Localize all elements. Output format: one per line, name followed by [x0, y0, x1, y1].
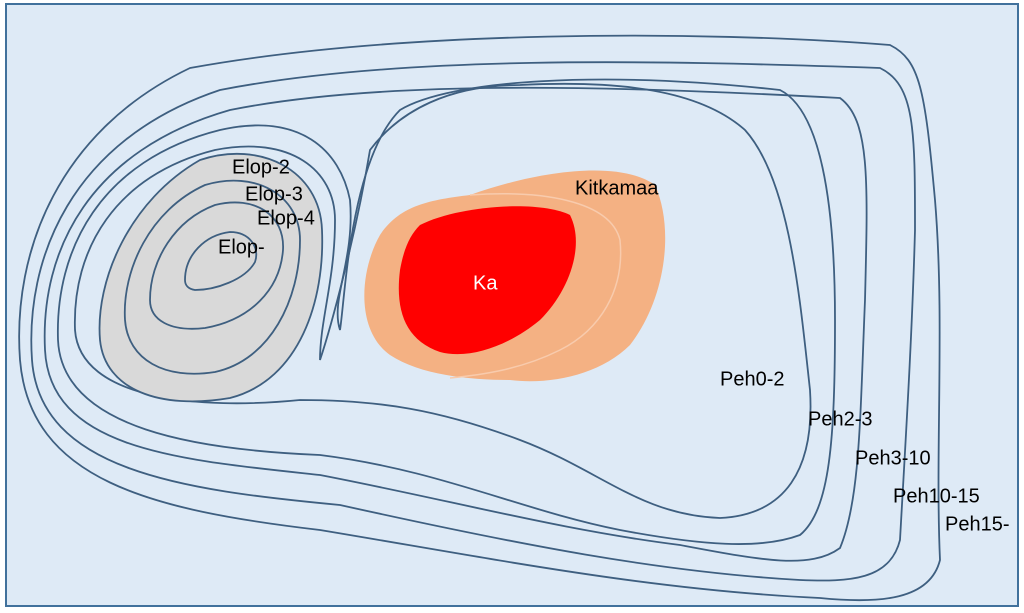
- label-peh10-15: Peh10-15: [893, 485, 980, 507]
- kitkamaa-edge: [449, 193, 622, 379]
- label-kitkamaa: Kitkamaa: [575, 177, 659, 199]
- label-peh15: Peh15-: [945, 513, 1010, 535]
- label-peh0-2: Peh0-2: [720, 368, 785, 390]
- contour-peh0-2: [74, 82, 812, 519]
- contour-elop-4: [149, 201, 284, 330]
- contour-elop-3: [123, 179, 301, 375]
- contour-peh2-3: [57, 78, 836, 545]
- contour-peh10-15: [30, 61, 916, 582]
- label-ka: Ka: [473, 272, 498, 294]
- label-peh2-3: Peh2-3: [808, 408, 873, 430]
- label-elop-core: Elop-: [218, 236, 265, 258]
- label-peh3-10: Peh3-10: [855, 447, 931, 469]
- contour-peh15: [18, 34, 941, 602]
- contour-elop-core: [184, 231, 258, 291]
- label-elop-3: Elop-3: [245, 183, 303, 205]
- ka-area: [398, 206, 576, 355]
- label-elop-2: Elop-2: [232, 156, 290, 178]
- label-elop-4: Elop-4: [257, 207, 315, 229]
- contour-peh3-10: [43, 86, 868, 562]
